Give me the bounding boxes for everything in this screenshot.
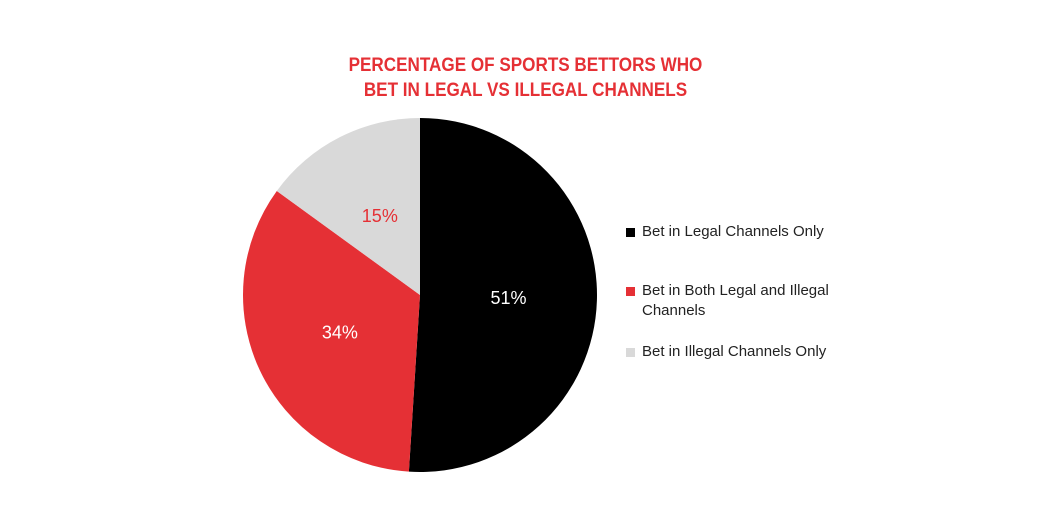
pie-slice: [408, 118, 598, 473]
legend-item-illegal-only: Bet in Illegal Channels Only: [626, 342, 856, 362]
legend-label: Bet in Both Legal and Illegal Channels: [642, 282, 829, 319]
slice-label: 51%: [490, 288, 526, 308]
slice-label: 34%: [322, 323, 358, 343]
chart-title-line-1: PERCENTAGE OF SPORTS BETTORS WHO: [348, 55, 703, 76]
legend-item-both: Bet in Both Legal and Illegal Channels: [626, 281, 841, 321]
legend-swatch: [626, 228, 635, 237]
legend-label: Bet in Illegal Channels Only: [642, 343, 827, 360]
chart-title: PERCENTAGE OF SPORTS BETTORS WHO BET IN …: [0, 53, 1051, 103]
pie-slice: [276, 118, 420, 295]
chart-title-line-2: BET IN LEGAL VS ILLEGAL CHANNELS: [363, 80, 688, 101]
pie-slice: [243, 190, 420, 472]
legend-item-legal-only: Bet in Legal Channels Only: [626, 222, 856, 242]
slice-label: 15%: [362, 206, 398, 226]
legend-swatch: [626, 287, 635, 296]
legend-swatch: [626, 348, 635, 357]
legend-label: Bet in Legal Channels Only: [642, 223, 824, 240]
